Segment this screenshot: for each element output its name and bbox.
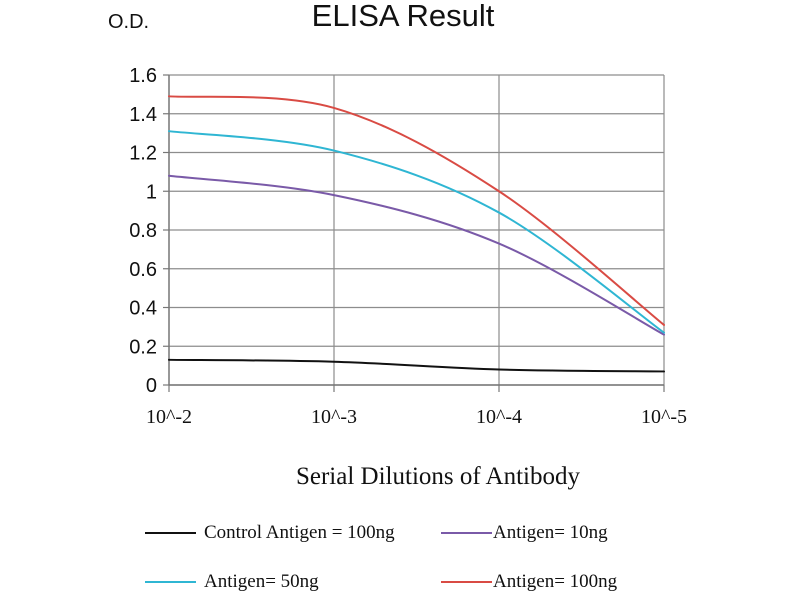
y-tick-label: 1.6 <box>129 65 157 87</box>
x-axis-label: Serial Dilutions of Antibody <box>296 463 581 490</box>
y-tick-label: 0.4 <box>129 298 157 320</box>
legend-label: Antigen= 100ng <box>493 571 618 592</box>
series-line-antigen-50ng <box>168 130 665 334</box>
chart-title: ELISA Result <box>312 0 495 33</box>
data-point <box>333 149 335 151</box>
x-tick-label: 10^-5 <box>641 406 687 428</box>
y-tick-label: 0.6 <box>129 259 157 281</box>
data-point <box>663 324 665 326</box>
data-point <box>498 211 500 213</box>
data-point <box>168 359 170 361</box>
y-tick-label: 1 <box>146 181 157 203</box>
y-tick-label: 0 <box>146 375 157 397</box>
data-point <box>498 242 500 244</box>
y-tick-label: 1.2 <box>129 143 157 165</box>
data-point <box>168 130 170 132</box>
series-line-antigen-100ng <box>168 95 665 326</box>
y-tick-label: 0.8 <box>129 220 157 242</box>
y-tick-label: 0.2 <box>129 336 157 358</box>
data-point <box>498 368 500 370</box>
legend-label: Control Antigen = 100ng <box>204 522 395 543</box>
x-tick-label: 10^-3 <box>311 406 357 428</box>
legend-label: Antigen= 50ng <box>204 571 319 592</box>
data-point <box>333 194 335 196</box>
y-axis-label: O.D. <box>108 11 149 33</box>
x-tick-label: 10^-4 <box>476 406 522 428</box>
legend-label: Antigen= 10ng <box>493 522 608 543</box>
data-point <box>168 95 170 97</box>
chart-series <box>168 95 665 373</box>
data-point <box>333 107 335 109</box>
chart-labels: 0 0.2 0.4 0.6 0.8 1 1.2 1.4 1.6 10^-2 10^-3 10^-4 10… <box>129 65 687 428</box>
chart-axes <box>163 74 665 392</box>
x-tick-label: 10^-2 <box>146 406 192 428</box>
data-point <box>168 175 170 177</box>
data-point <box>663 370 665 372</box>
series-line-control-antigen-100ng <box>168 358 665 373</box>
data-point <box>663 331 665 333</box>
series-line-antigen-10ng <box>168 174 665 336</box>
chart-legend: Control Antigen = 100ng Antigen= 10ng Anti… <box>145 522 618 592</box>
data-point <box>498 190 500 192</box>
y-tick-label: 1.4 <box>129 104 157 126</box>
data-point <box>333 361 335 363</box>
